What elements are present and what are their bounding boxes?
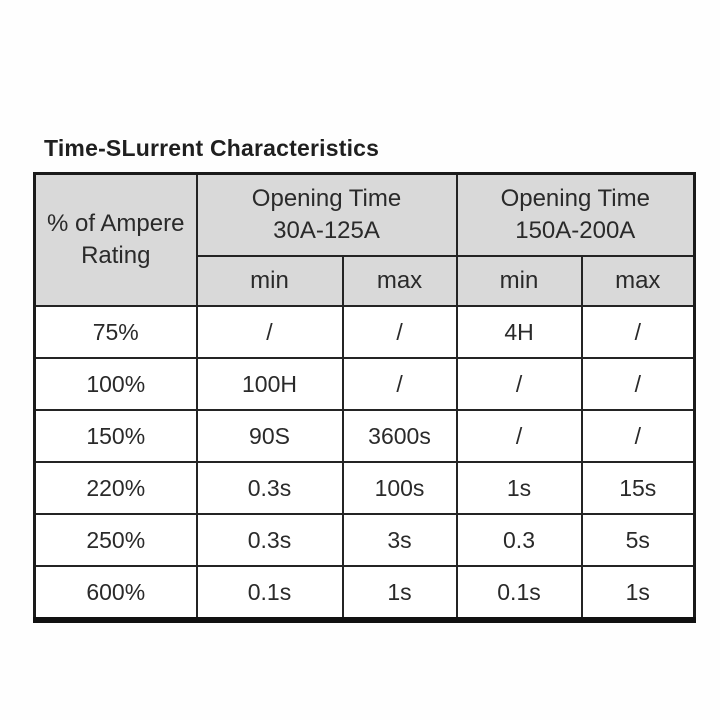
rating-cell: 250%	[33, 513, 198, 567]
value-cell: 0.1s	[195, 565, 344, 621]
time-current-characteristics-table: % of Ampere Rating Opening Time 30A-125A…	[33, 172, 697, 623]
value-cell: /	[195, 305, 344, 359]
value-cell: 0.1s	[455, 565, 583, 621]
value-cell: 15s	[580, 461, 696, 515]
value-cell: 5s	[580, 513, 696, 567]
group-header-150a-200a: Opening Time 150A-200A	[455, 172, 696, 257]
value-cell: /	[580, 305, 696, 359]
subheader-min-150a: min	[455, 255, 583, 307]
value-cell: /	[455, 357, 583, 411]
rating-cell: 600%	[33, 565, 198, 621]
rating-cell: 75%	[33, 305, 198, 359]
value-cell: 100H	[195, 357, 344, 411]
value-cell: /	[341, 305, 458, 359]
table-row: 250% 0.3s 3s 0.3 5s	[33, 513, 696, 567]
value-cell: /	[580, 357, 696, 411]
subheader-min-30a: min	[195, 255, 344, 307]
value-cell: 3600s	[341, 409, 458, 463]
value-cell: /	[341, 357, 458, 411]
header-row-groups: % of Ampere Rating Opening Time 30A-125A…	[33, 172, 696, 307]
table-row: 75% / / 4H /	[33, 305, 696, 359]
value-cell: 1s	[341, 565, 458, 621]
value-cell: 0.3s	[195, 513, 344, 567]
table-row: 100% 100H / / /	[33, 357, 696, 411]
table-row: 150% 90S 3600s / /	[33, 409, 696, 463]
value-cell: /	[455, 409, 583, 463]
subheader-max-30a: max	[341, 255, 458, 307]
value-cell: 90S	[195, 409, 344, 463]
table-row: 220% 0.3s 100s 1s 15s	[33, 461, 696, 515]
value-cell: 1s	[580, 565, 696, 621]
value-cell: 100s	[341, 461, 458, 515]
value-cell: 4H	[455, 305, 583, 359]
rating-cell: 220%	[33, 461, 198, 515]
page-title: Time-SLurrent Characteristics	[44, 135, 380, 161]
value-cell: 0.3s	[195, 461, 344, 515]
subheader-max-150a: max	[580, 255, 696, 307]
value-cell: 1s	[455, 461, 583, 515]
value-cell: 0.3	[455, 513, 583, 567]
header-row-minmax: min max min max	[35, 255, 696, 307]
group-header-30a-125a: Opening Time 30A-125A	[195, 172, 458, 257]
rating-cell: 100%	[33, 357, 198, 411]
rating-cell: 150%	[33, 409, 198, 463]
table-row: 600% 0.1s 1s 0.1s 1s	[33, 565, 696, 621]
value-cell: 3s	[341, 513, 458, 567]
value-cell: /	[580, 409, 696, 463]
corner-header-cell: % of Ampere Rating	[33, 172, 198, 307]
